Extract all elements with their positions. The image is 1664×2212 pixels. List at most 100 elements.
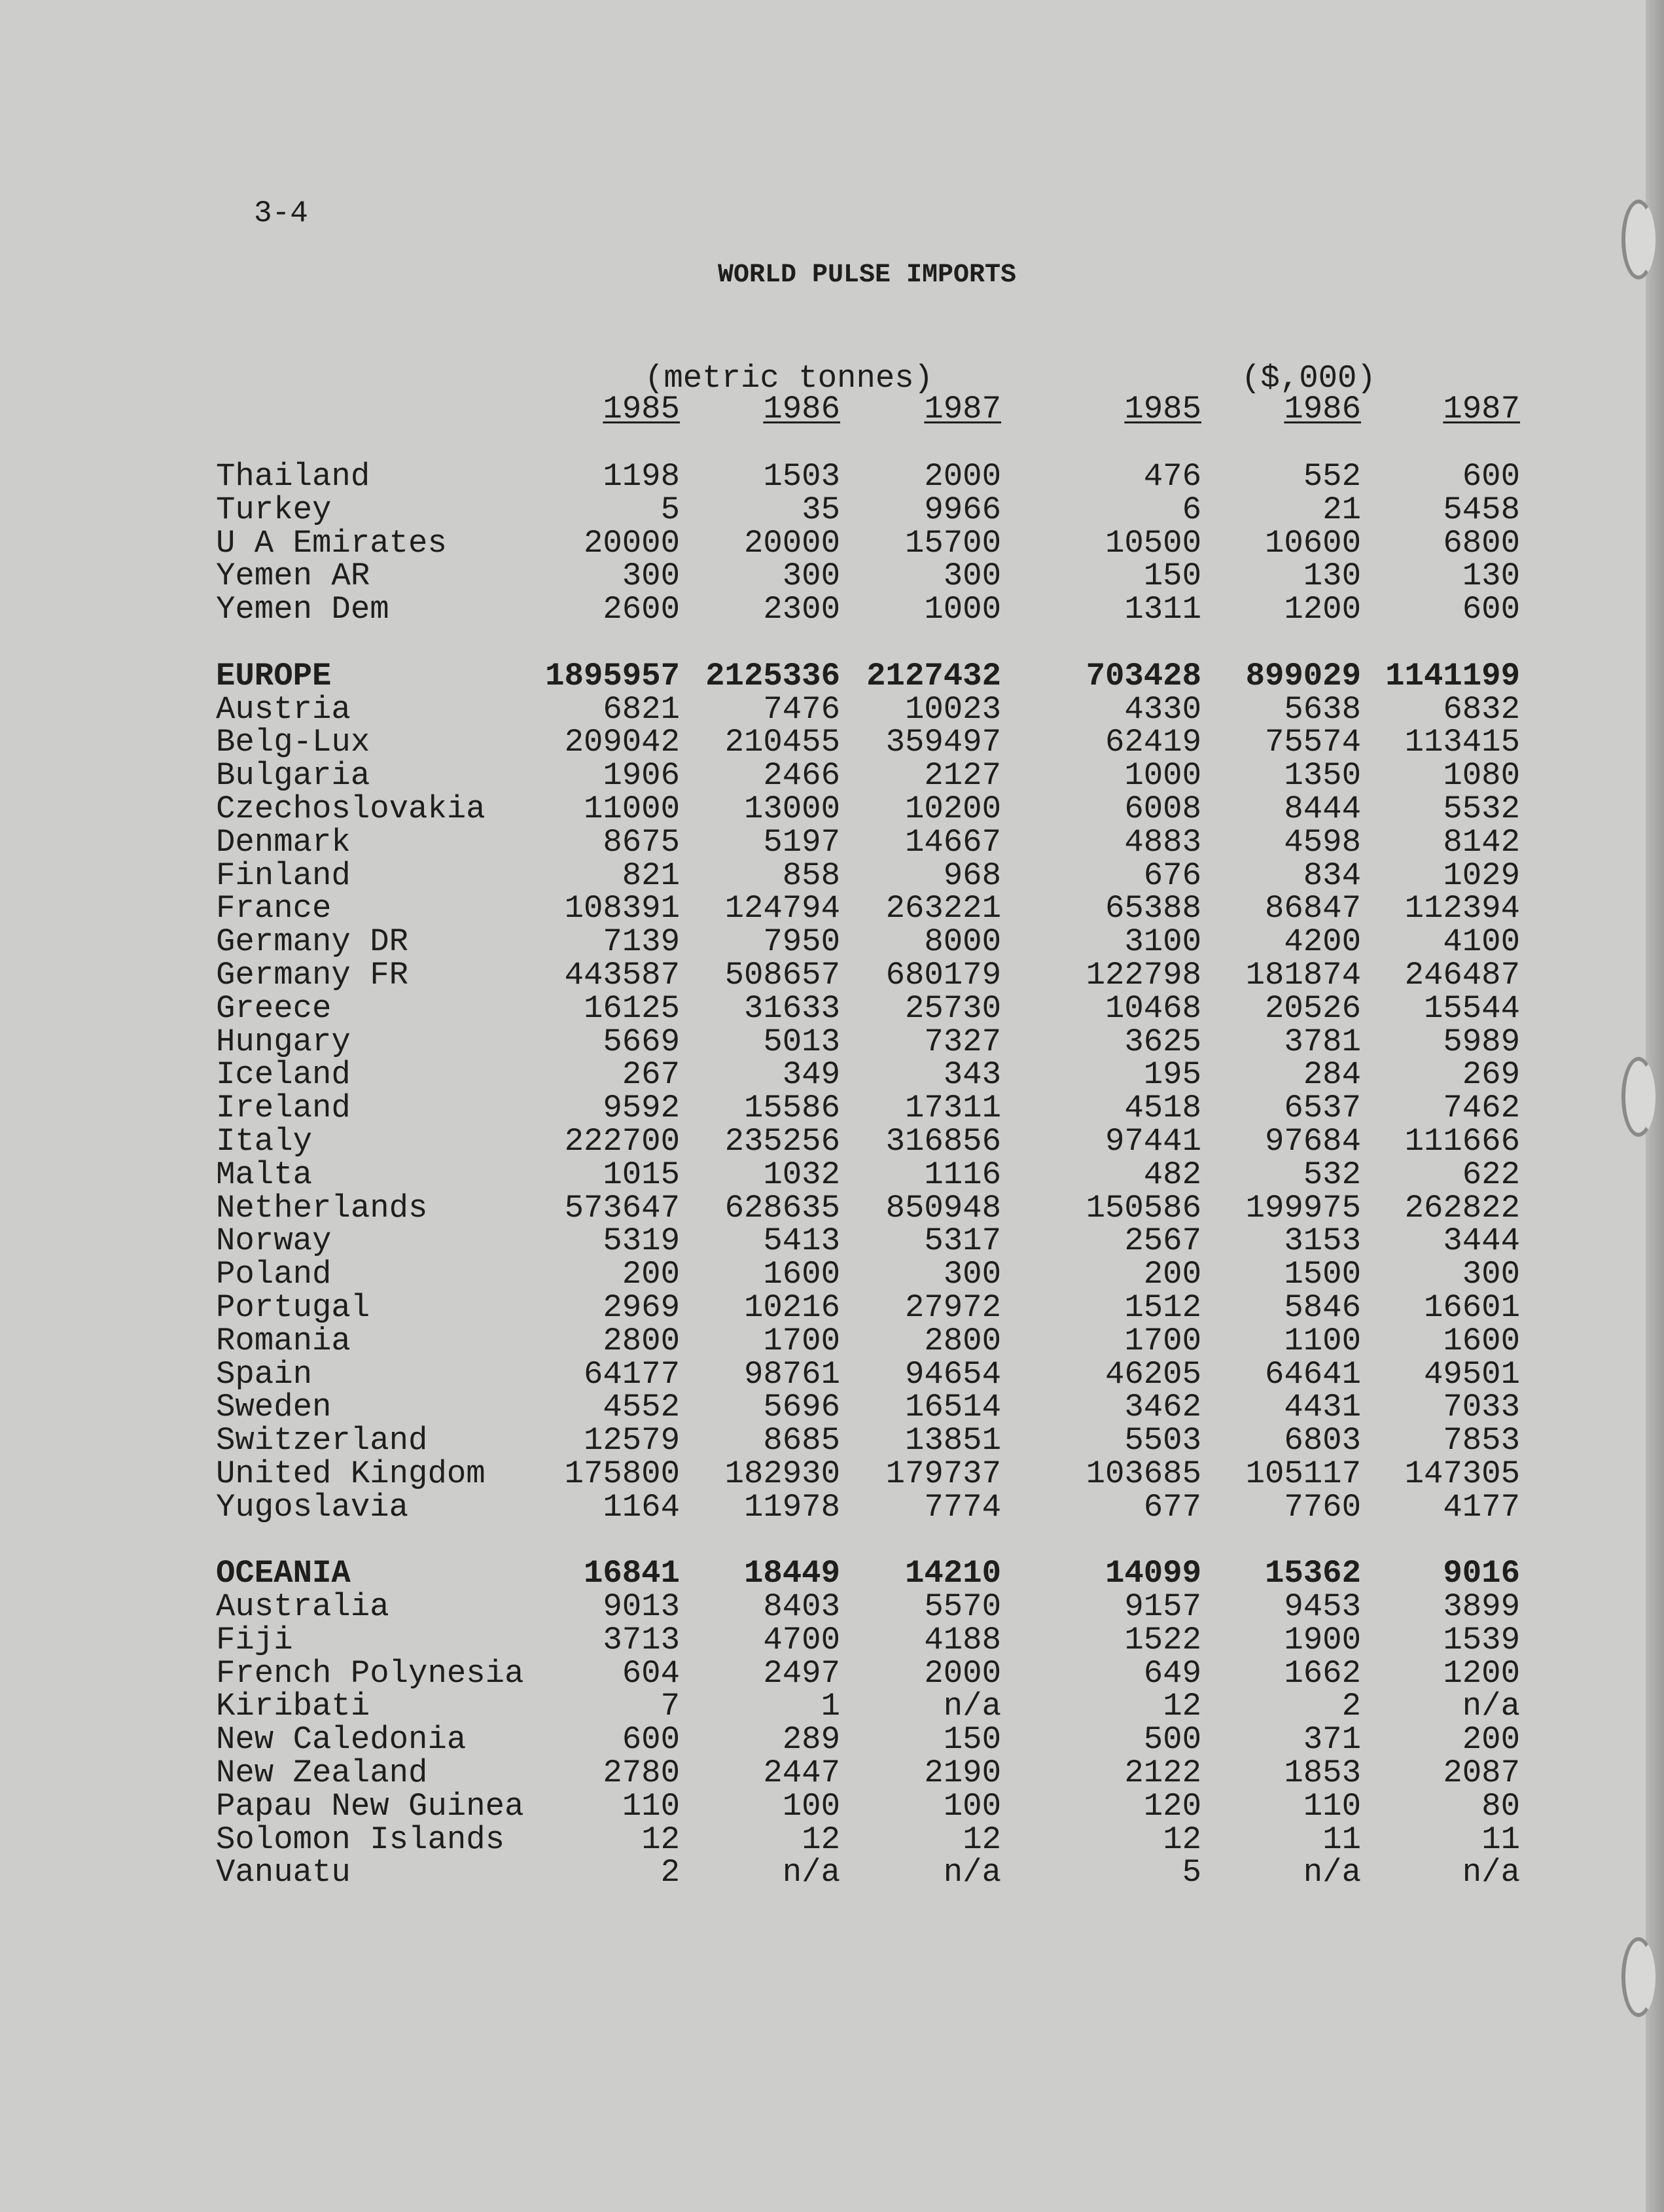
table-cell: 1700 [763,1322,840,1359]
units-volume: (metric tonnes) [645,360,934,397]
table-cell: 508657 [724,956,840,993]
table-cell: 7950 [763,923,840,961]
table-cell: 62419 [1105,724,1201,761]
table-cell: 2 [660,1854,680,1891]
table-cell: 1853 [1284,1755,1361,1792]
table-cell: 9966 [924,491,1001,528]
region-total-cell: 15362 [1264,1555,1361,1592]
table-cell: 86847 [1264,890,1361,927]
table-cell: 1600 [1443,1322,1520,1359]
table-cell: 35 [802,491,840,528]
country-label: Yemen Dem [216,591,389,628]
table-cell: 5570 [924,1588,1001,1626]
table-cell: 343 [943,1056,1001,1094]
table-cell: 858 [782,857,840,894]
country-label: Iceland [216,1056,351,1094]
country-label: Hungary [216,1023,351,1060]
table-cell: 2447 [763,1755,840,1792]
table-cell: 11 [1481,1821,1520,1858]
table-cell: 75574 [1264,724,1361,761]
table-cell: 532 [1303,1156,1361,1193]
table-cell: 2780 [603,1755,680,1792]
table-cell: 316856 [885,1122,1001,1160]
table-cell: 1906 [603,757,680,794]
table-cell: 676 [1143,857,1201,894]
table-cell: 3713 [603,1621,680,1658]
table-cell: 179737 [885,1455,1001,1492]
table-cell: 300 [943,558,1001,595]
table-cell: 9453 [1284,1588,1361,1626]
table-cell: 122798 [1086,956,1201,993]
table-cell: 2122 [1124,1755,1201,1792]
table-cell: 15544 [1423,990,1520,1027]
table-cell: 150 [943,1721,1001,1758]
table-cell: 110 [622,1787,680,1825]
table-cell: 5696 [763,1389,840,1426]
table-cell: 182930 [724,1455,840,1492]
country-label: Bulgaria [216,757,370,794]
table-cell: 5669 [603,1023,680,1060]
table-cell: 13851 [904,1422,1001,1459]
country-label: Yugoslavia [216,1488,409,1525]
table-cell: 6800 [1443,524,1520,562]
table-cell: 349 [782,1056,840,1094]
table-cell: 64177 [583,1355,680,1393]
country-label: Yemen AR [216,558,370,595]
table-cell: 3100 [1124,923,1201,961]
table-cell: 2300 [763,591,840,628]
country-label: Vanuatu [216,1854,351,1891]
table-cell: 105117 [1245,1455,1361,1492]
region-label: OCEANIA [216,1555,351,1592]
table-cell: 27972 [904,1289,1001,1326]
table-cell: 7760 [1284,1488,1361,1525]
table-cell: 181874 [1245,956,1361,993]
year-header: 1986 [1201,393,1361,426]
table-cell: 1000 [1124,757,1201,794]
table-cell: 680179 [885,956,1001,993]
year-header: 1985 [1001,393,1201,426]
table-cell: 500 [1143,1721,1201,1758]
table-cell: 2466 [763,757,840,794]
table-cell: 1522 [1124,1621,1201,1658]
table-cell: 1662 [1284,1654,1361,1692]
table-cell: 1503 [763,458,840,495]
table-cell: 263221 [885,890,1001,927]
table-cell: 1311 [1124,591,1201,628]
table-cell: 6832 [1443,690,1520,728]
region-total-cell: 703428 [1086,657,1201,694]
table-cell: 5197 [763,823,840,861]
table-cell: 9013 [603,1588,680,1626]
table-cell: 2 [1341,1688,1361,1725]
table-cell: 2800 [603,1322,680,1359]
table-cell: 65388 [1105,890,1201,927]
country-label: Denmark [216,823,351,861]
table-cell: 16125 [583,990,680,1027]
year-label: 1985 [1124,391,1201,427]
table-cell: 5532 [1443,790,1520,827]
table-cell: 108391 [564,890,680,927]
country-label: Switzerland [216,1422,428,1459]
country-label: United Kingdom [216,1455,486,1492]
region-total-cell: 18449 [743,1555,840,1592]
table-cell: 97441 [1105,1122,1201,1160]
country-label: Greece [216,990,332,1027]
table-cell: 98761 [743,1355,840,1393]
table-cell: 4883 [1124,823,1201,861]
table-cell: 3462 [1124,1389,1201,1426]
table-cell: 4100 [1443,923,1520,961]
table-cell: 821 [622,857,680,894]
table-cell: 130 [1462,558,1520,595]
table-cell: 4177 [1443,1488,1520,1525]
country-label: France [216,890,332,927]
table-cell: 222700 [564,1122,680,1160]
table-cell: 20000 [743,524,840,562]
table-cell: 147305 [1404,1455,1520,1492]
table-cell: n/a [943,1688,1001,1725]
year-header-row: 1985 1986 1987 1985 1986 1987 [216,393,1520,426]
table-cell: 10216 [743,1289,840,1326]
region-label: EUROPE [216,657,332,694]
table-cell: 1116 [924,1156,1001,1193]
spacer-row [216,626,1520,660]
table-cell: 7033 [1443,1389,1520,1426]
table-cell: 1900 [1284,1621,1361,1658]
